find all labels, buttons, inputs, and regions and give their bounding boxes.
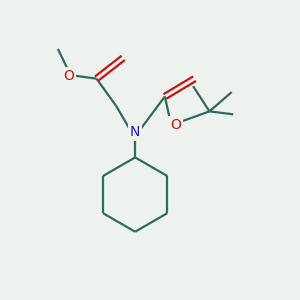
Text: O: O: [170, 118, 181, 132]
Text: O: O: [63, 69, 74, 83]
Text: N: N: [130, 125, 140, 139]
